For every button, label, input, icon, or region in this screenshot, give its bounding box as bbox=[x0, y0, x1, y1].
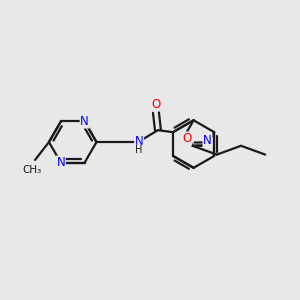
Text: N: N bbox=[56, 156, 65, 169]
Text: N: N bbox=[80, 115, 89, 128]
Text: N: N bbox=[203, 134, 212, 147]
Text: CH₃: CH₃ bbox=[22, 165, 42, 175]
Text: N: N bbox=[135, 135, 143, 148]
Text: O: O bbox=[182, 132, 191, 145]
Text: O: O bbox=[151, 98, 160, 111]
Text: H: H bbox=[135, 145, 143, 155]
